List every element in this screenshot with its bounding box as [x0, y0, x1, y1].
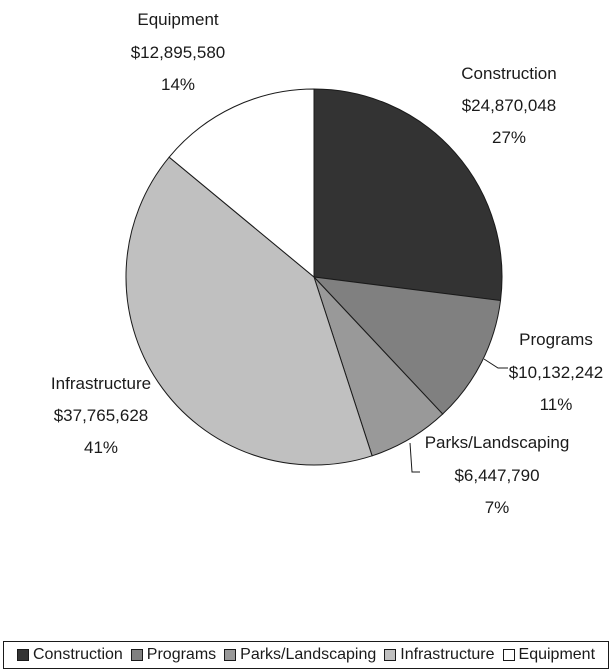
- slice-percent-label: 27%: [492, 128, 526, 147]
- legend-item-infrastructure: Infrastructure: [384, 646, 495, 664]
- slice-label-programs: Programs $10,132,242 11%: [509, 330, 604, 414]
- slice-name-label: Construction: [461, 64, 556, 83]
- pie-slice-programs: [312, 276, 502, 415]
- legend-swatch: [384, 649, 397, 661]
- slice-value-label: $10,132,242: [509, 363, 604, 382]
- pie-slice-construction: [313, 88, 503, 302]
- slice-percent-label: 41%: [84, 438, 118, 457]
- chart-legend: Construction Programs Parks/Landscaping …: [3, 641, 609, 669]
- pie-slice-equipment: [168, 88, 315, 279]
- slice-label-equipment: Equipment $12,895,580 14%: [131, 10, 226, 94]
- legend-swatch: [502, 649, 515, 661]
- slice-name-label: Equipment: [137, 10, 219, 29]
- legend-label: Programs: [146, 646, 217, 663]
- pie-chart: Equipment $12,895,580 14% Construction $…: [51, 10, 604, 517]
- slice-percent-label: 11%: [540, 395, 573, 414]
- legend-label: Construction: [32, 646, 123, 663]
- slice-value-label: $6,447,790: [454, 466, 539, 485]
- slice-name-label: Programs: [519, 330, 593, 349]
- legend-label: Infrastructure: [400, 646, 495, 663]
- slice-percent-label: 14%: [161, 75, 195, 94]
- legend-swatch: [16, 649, 29, 661]
- legend-item-parks-landscaping: Parks/Landscaping: [224, 646, 376, 664]
- slice-label-construction: Construction $24,870,048 27%: [461, 64, 556, 147]
- legend-label: Parks/Landscaping: [240, 646, 377, 663]
- slice-name-label: Parks/Landscaping: [425, 433, 570, 452]
- legend-item-equipment: Equipment: [502, 646, 596, 664]
- leader-line-programs: [483, 358, 508, 369]
- legend-label: Equipment: [518, 646, 596, 663]
- slice-value-label: $37,765,628: [54, 406, 149, 425]
- leader-lines: [409, 358, 508, 473]
- legend-swatch: [130, 649, 143, 661]
- slice-label-infrastructure: Infrastructure $37,765,628 41%: [51, 374, 151, 457]
- legend-item-construction: Construction: [16, 646, 123, 664]
- slice-value-label: $24,870,048: [462, 96, 557, 115]
- slice-percent-label: 7%: [485, 498, 510, 517]
- slice-value-label: $12,895,580: [131, 43, 226, 62]
- pie-slice-infrastructure: [125, 156, 373, 466]
- legend-swatch: [224, 649, 237, 661]
- slice-label-parks-landscaping: Parks/Landscaping $6,447,790 7%: [425, 433, 570, 517]
- legend-item-programs: Programs: [130, 646, 217, 664]
- leader-line-parks-landscaping: [409, 442, 420, 473]
- pie-slices: [125, 88, 503, 466]
- slice-name-label: Infrastructure: [51, 374, 151, 393]
